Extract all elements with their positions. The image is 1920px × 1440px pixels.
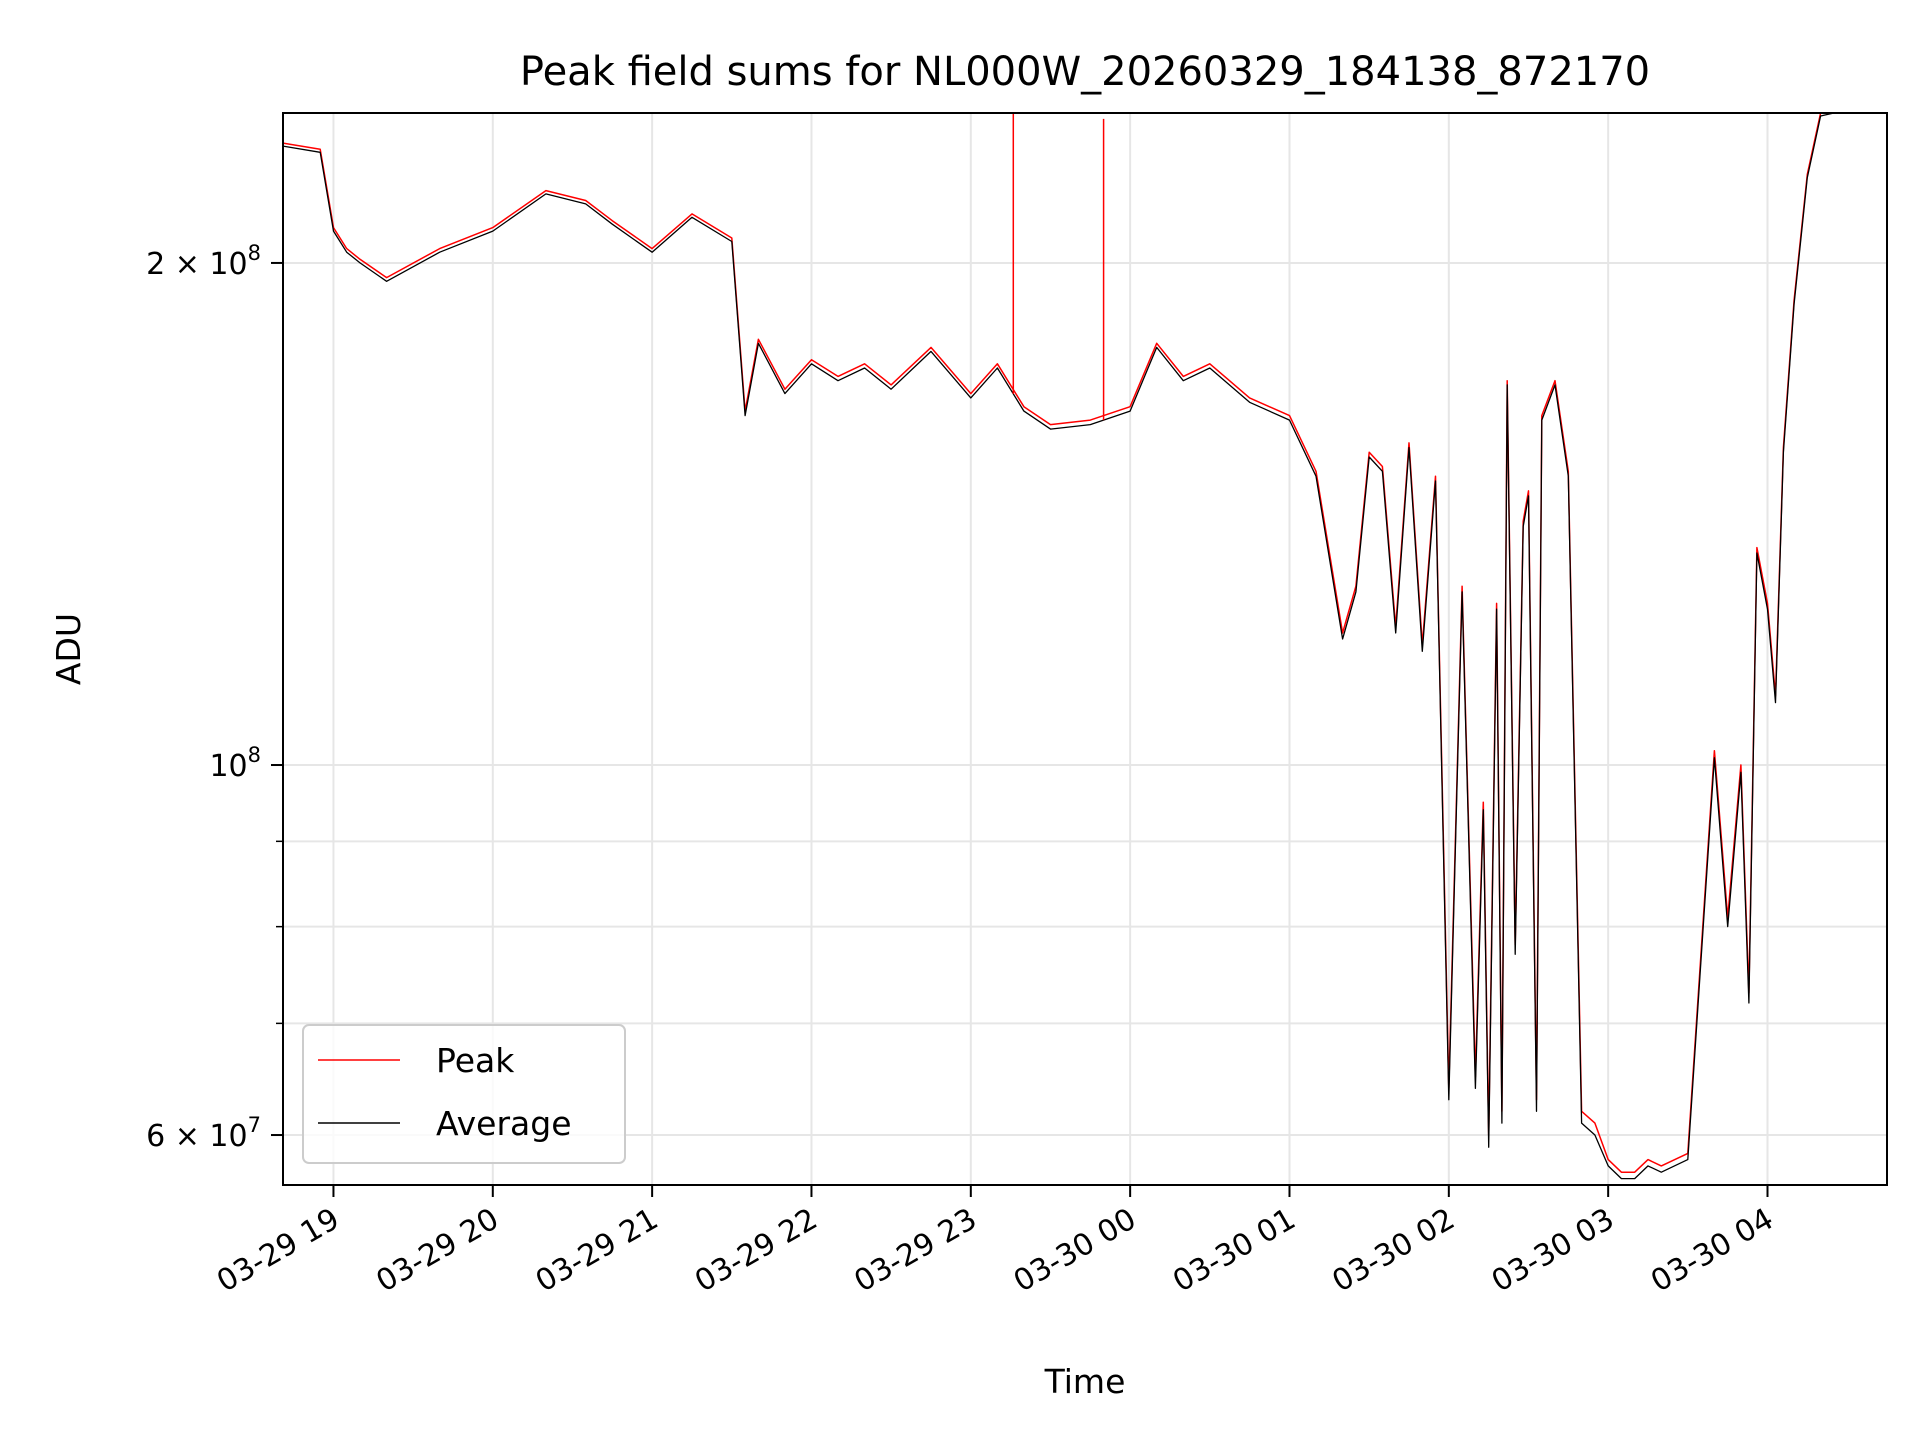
plot-frame — [282, 112, 1888, 1186]
series-line-peak — [283, 113, 1864, 1173]
legend: Peak Average — [302, 1024, 626, 1164]
x-axis-label: Time — [1044, 1362, 1126, 1401]
y-tick-label-base: 6 × 10 — [146, 1119, 247, 1154]
y-tick-label: 6 × 107 — [146, 1113, 261, 1154]
plot-area — [283, 113, 1864, 1180]
y-tick-label: 2 × 108 — [146, 241, 261, 282]
y-axis-label: ADU — [49, 613, 88, 685]
y-tick-label-exponent: 7 — [248, 1113, 261, 1137]
y-tick-label: 108 — [209, 743, 261, 784]
legend-label-peak: Peak — [436, 1041, 515, 1080]
legend-label-average: Average — [436, 1104, 572, 1143]
y-tick-label-base: 2 × 10 — [146, 247, 247, 282]
chart-title: Peak field sums for NL000W_20260329_1841… — [520, 49, 1650, 95]
y-tick-label-base: 10 — [209, 749, 247, 784]
y-tick-label-exponent: 8 — [248, 743, 261, 767]
series-line-average — [283, 113, 1864, 1180]
grid — [283, 113, 1887, 1185]
y-tick-label-exponent: 8 — [248, 241, 261, 265]
